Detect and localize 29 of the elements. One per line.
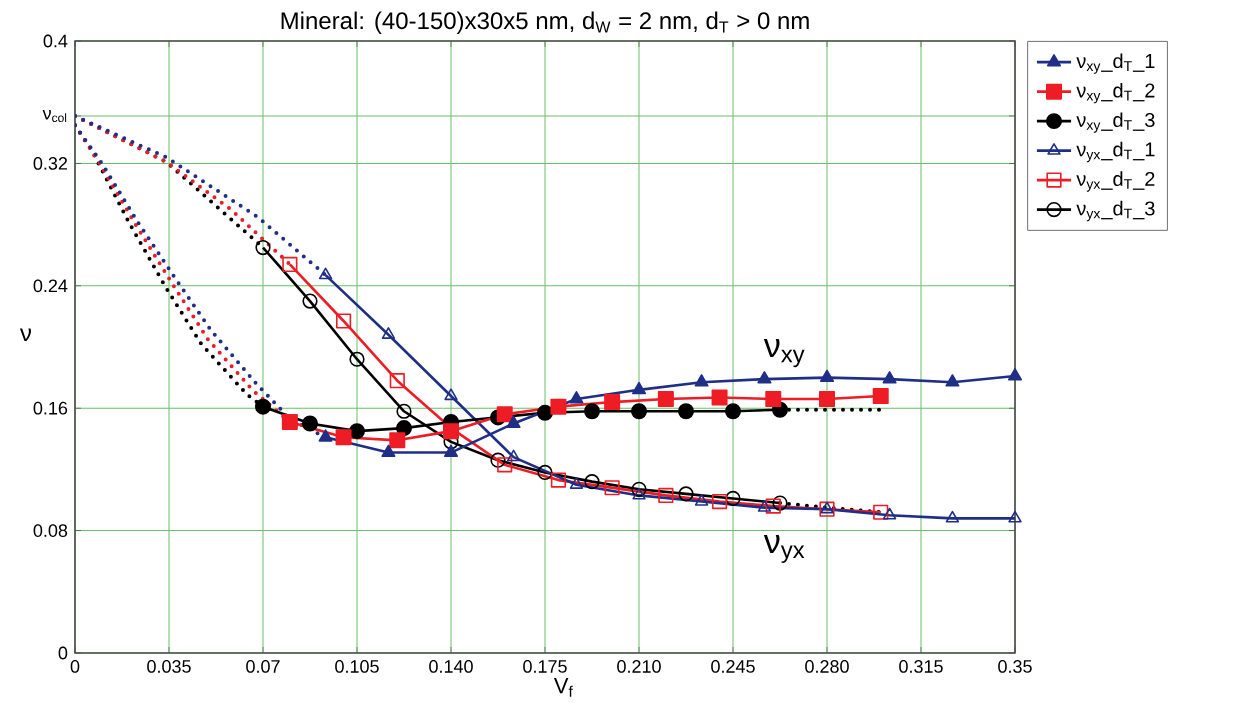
y-tick-label: 0.24: [33, 279, 68, 293]
legend-label: ν$_{yx}$_d$_{T}$_3: [1076, 200, 1155, 222]
legend-label: ν$_{xy}$_d$_{T}$_1: [1076, 53, 1155, 74]
x-tick-label: 0.210: [617, 660, 661, 673]
annotation: ν$_{xy}$: [763, 339, 805, 368]
x-axis-title: V$_{f}$: [553, 678, 573, 697]
x-tick-label: 0.35: [998, 660, 1032, 673]
y-tick-label: 0.32: [33, 157, 68, 170]
x-tick-label: 0.07: [246, 660, 280, 673]
x-tick-label: 0.175: [523, 660, 567, 673]
y-tick-label: ν$_{col}$: [42, 109, 67, 123]
y-tick-label: 0.16: [33, 401, 68, 415]
chart-title: Mineral: (40-150)x30x5 nm, d$_{W}$ = 2 nm, d$_{T}$ > 0 nm: [281, 11, 809, 34]
y-tick-label: 0: [58, 646, 68, 660]
annotation: ν$_{yx}$: [763, 534, 805, 564]
x-tick-label: 0.245: [711, 660, 755, 673]
y-tick-label: 0.4: [43, 34, 68, 48]
x-tick-label: 0: [70, 660, 80, 673]
y-axis-title: ν: [19, 328, 32, 342]
x-tick-label: 0.105: [335, 660, 379, 673]
x-tick-label: 0.035: [147, 660, 191, 673]
legend-label: ν$_{yx}$_d$_{T}$_1: [1076, 141, 1155, 163]
x-tick-label: 0.140: [429, 660, 473, 673]
legend-label: ν$_{yx}$_d$_{T}$_2: [1076, 171, 1155, 192]
legend-label: ν$_{xy}$_d$_{T}$_2: [1076, 82, 1155, 104]
x-tick-label: 0.280: [805, 660, 849, 673]
x-tick-label: 0.315: [899, 660, 943, 673]
y-tick-label: 0.08: [33, 524, 68, 537]
legend-label: ν$_{xy}$_d$_{T}$_3: [1076, 112, 1155, 133]
